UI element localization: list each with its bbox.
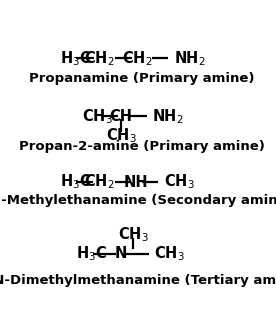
Text: NH$_2$: NH$_2$ xyxy=(152,107,184,126)
Text: CH$_2$: CH$_2$ xyxy=(84,173,115,192)
Text: Propanamine (Primary amine): Propanamine (Primary amine) xyxy=(29,72,254,85)
Text: H$_3$C: H$_3$C xyxy=(60,49,91,68)
Text: CH$_3$: CH$_3$ xyxy=(154,244,185,263)
Text: H$_3$C: H$_3$C xyxy=(60,173,91,192)
Text: N-Methylethanamine (Secondary amine): N-Methylethanamine (Secondary amine) xyxy=(0,195,276,208)
Text: CH$_2$: CH$_2$ xyxy=(122,49,152,68)
Text: CH$_2$: CH$_2$ xyxy=(84,49,115,68)
Text: H$_3$C: H$_3$C xyxy=(76,244,107,263)
Text: CH$_3$: CH$_3$ xyxy=(164,173,195,192)
Text: Propan-2-amine (Primary amine): Propan-2-amine (Primary amine) xyxy=(18,140,264,153)
Text: NH: NH xyxy=(123,174,148,190)
Text: NH$_2$: NH$_2$ xyxy=(174,49,205,68)
Text: CH: CH xyxy=(110,109,133,124)
Text: CH$_3$: CH$_3$ xyxy=(118,226,148,244)
Text: CH$_3$: CH$_3$ xyxy=(82,107,112,126)
Text: N,N-Dimethylmethanamine (Tertiary amine): N,N-Dimethylmethanamine (Tertiary amine) xyxy=(0,274,276,287)
Text: CH$_3$: CH$_3$ xyxy=(106,127,137,145)
Text: N: N xyxy=(115,246,127,261)
